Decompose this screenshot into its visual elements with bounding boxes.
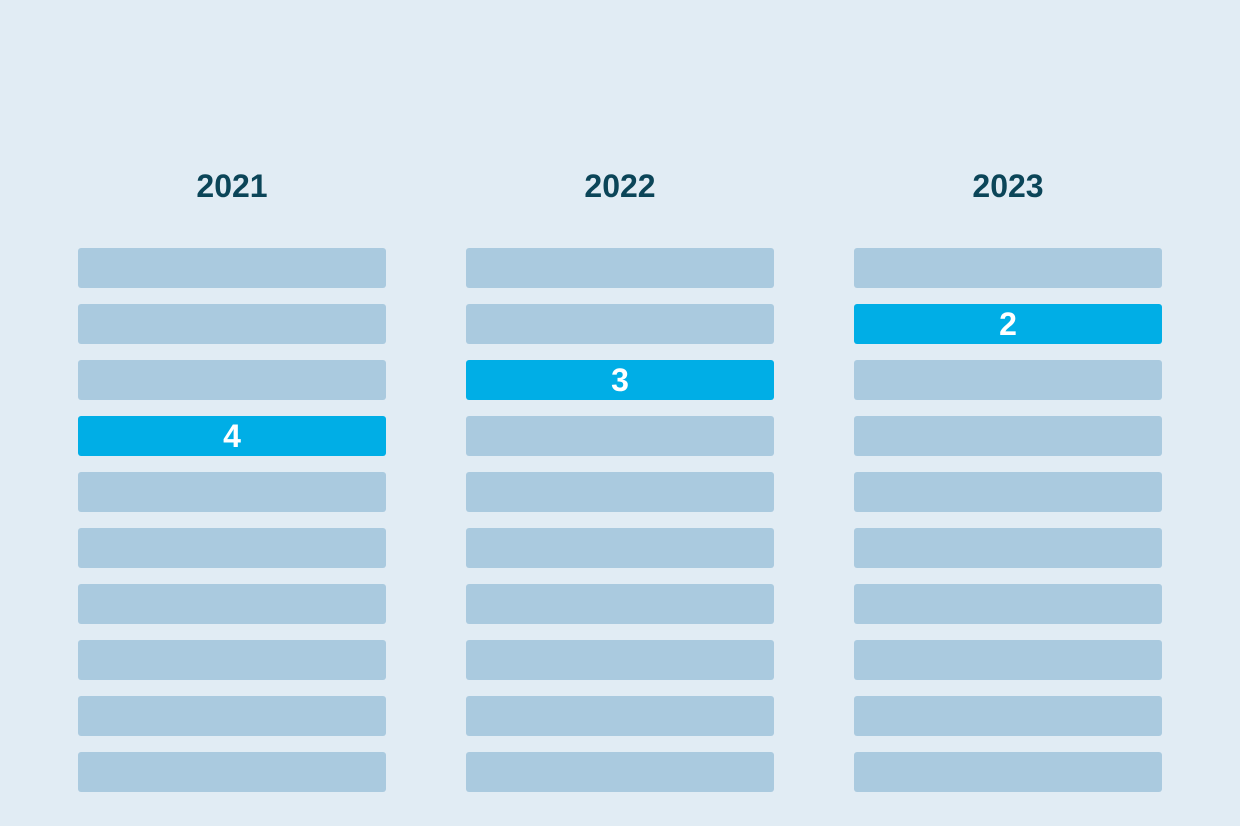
rank-slot — [854, 528, 1162, 568]
rank-slot — [466, 696, 774, 736]
rank-slot — [78, 696, 386, 736]
year-column-2021: 2021 4 — [78, 0, 386, 826]
rank-slot — [78, 528, 386, 568]
rank-slot — [78, 584, 386, 624]
rank-slot-active: 3 — [466, 360, 774, 400]
rank-slot — [78, 248, 386, 288]
rank-slot — [466, 416, 774, 456]
rank-slot — [78, 360, 386, 400]
rank-slot — [854, 752, 1162, 792]
year-label: 2021 — [196, 168, 268, 204]
rank-slot — [78, 640, 386, 680]
rank-slot — [854, 584, 1162, 624]
year-label: 2023 — [972, 168, 1044, 204]
rank-slot — [466, 528, 774, 568]
rank-slot-active: 2 — [854, 304, 1162, 344]
rank-slot — [854, 248, 1162, 288]
year-column-2023: 2023 2 — [854, 0, 1162, 826]
rank-slot — [466, 584, 774, 624]
rank-slot — [466, 752, 774, 792]
rank-slot — [854, 640, 1162, 680]
rank-slot-active: 4 — [78, 416, 386, 456]
year-label: 2022 — [584, 168, 656, 204]
rank-slot — [854, 472, 1162, 512]
year-column-2022: 2022 3 — [466, 0, 774, 826]
rank-slot — [78, 304, 386, 344]
rank-slot — [466, 304, 774, 344]
rank-slot — [466, 640, 774, 680]
rank-slot — [466, 472, 774, 512]
rank-slot — [78, 752, 386, 792]
rank-slot — [78, 472, 386, 512]
rank-slot — [854, 360, 1162, 400]
rank-slot — [466, 248, 774, 288]
rank-slot — [854, 696, 1162, 736]
rank-slot — [854, 416, 1162, 456]
